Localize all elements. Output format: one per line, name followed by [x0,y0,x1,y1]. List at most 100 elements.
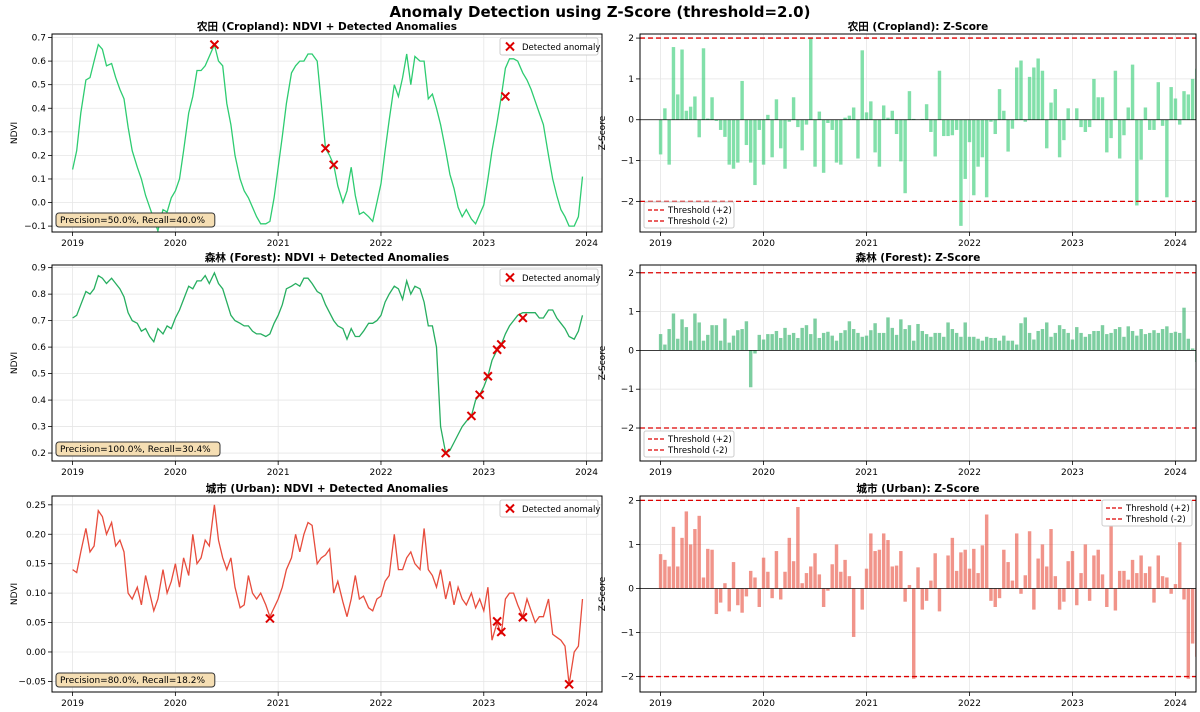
zscore-bar [821,119,826,173]
anomaly-stroke [496,339,506,350]
anomaly-marker [500,91,511,102]
zscore-bar [1053,332,1058,351]
zscore-bar [860,50,864,120]
axes-frame [51,264,603,462]
zscore-bar [1053,576,1058,589]
zscore-bar [1066,561,1070,589]
zscore-bar [847,321,852,351]
zscore-bar [993,337,997,351]
legend-marker [505,503,515,514]
zscore-bar [1066,332,1070,351]
zscore-bar [864,112,869,120]
y-tick-label: 0.7 [32,317,46,327]
zscore-bar [993,119,997,135]
zscore-bar [1079,573,1083,589]
zscore-bar [1010,119,1015,129]
zscore-bar [1169,87,1173,120]
zscore-bar [1165,326,1169,351]
y-tick-label: −2 [621,673,634,683]
anomaly-marker [441,448,451,458]
zscore-bar [1062,119,1066,141]
anomaly-stroke [483,371,493,381]
x-tick-label: 2021 [267,699,290,709]
zscore-bar [873,323,877,351]
anomaly-marker [564,679,574,690]
zscore-bar [1096,549,1100,589]
ndvi-line [72,504,584,685]
zscore-bar [907,91,912,120]
zscore-bar [1036,58,1040,120]
y-tick-label: 0.1 [32,175,46,185]
zscore-bar [959,119,963,226]
zscore-bar [727,119,731,165]
zscore-bar [1083,336,1088,351]
zscore-bar [920,588,925,610]
zscore-bar [1147,566,1152,589]
zscore-bar [959,336,963,351]
zscore-bar [1143,334,1148,351]
zscore-bar [1182,91,1186,120]
zscore-bar [731,119,736,169]
zscore-bar [976,338,980,351]
metrics-box: Precision=100.0%, Recall=30.4% [55,441,221,457]
zscore-bar [963,549,967,589]
x-tick-label: 2022 [370,239,393,249]
zscore-bar [873,551,877,589]
zscore-bar [757,588,761,607]
zscore-bar [993,588,997,607]
y-tick-label: 0.2 [32,151,46,161]
zscore-bar [843,559,847,589]
zscore-bar [779,337,783,351]
zscore-bar [1100,97,1105,120]
zscore-bar [676,338,680,351]
zscore-bar [1019,60,1023,120]
zscore-bar [916,567,920,589]
figure-title: Anomaly Detection using Z-Score (thresho… [390,3,811,21]
legend-label: Threshold (-2) [667,446,728,456]
zscore-bar [1160,119,1165,126]
zscore-bar [1178,119,1182,125]
legend-label: Detected anomaly [522,505,600,515]
zscore-bar [774,330,779,351]
zscore-bar [1040,329,1045,351]
zscore-bar [1023,119,1027,122]
x-tick-label: 2022 [958,699,981,709]
x-tick-label: 2024 [575,468,598,478]
zscore-bar [839,571,843,589]
y-tick-label: 0.6 [32,57,47,67]
zscore-bar [783,327,787,351]
legend-frame [1101,499,1193,527]
y-tick-label: −1 [621,385,634,395]
zscore-bar [997,340,1002,351]
zscore-bar [1014,533,1019,589]
zscore-bar [950,119,955,136]
zscore-bar [813,318,817,351]
zscore-bar [710,325,714,351]
zscore-bar [839,119,843,165]
panel-title: 森林 (Forest): Z-Score [855,251,981,264]
zscore-bar [980,119,985,158]
zscore-bar [1178,332,1182,351]
zscore-bar [912,118,916,120]
zscore-bar [671,526,676,589]
plot-area [72,504,584,690]
zscore-bar [1186,588,1191,679]
x-tick-label: 2024 [1164,468,1187,478]
zscore-bar [851,588,856,637]
x-tick-label: 2020 [752,239,775,249]
legend: Detected anomaly [499,37,600,56]
panel-urban_z: Threshold (+2)Threshold (-2) 2019 2020 2021… [598,482,1197,709]
zscore-bar [796,119,800,128]
zscore-bar [826,588,830,591]
zscore-bar [813,553,817,589]
zscore-bar [804,573,809,589]
zscore-bar [753,350,757,354]
zscore-bar [1040,70,1045,120]
panel-forest: Detected anomaly Precision=100.0%, Recall… [10,251,603,478]
zscore-bar [714,588,719,615]
zscore-bar [1122,570,1126,589]
zscore-bar [916,323,920,351]
zscore-bar [1109,332,1113,351]
x-tick-label: 2022 [958,239,981,249]
